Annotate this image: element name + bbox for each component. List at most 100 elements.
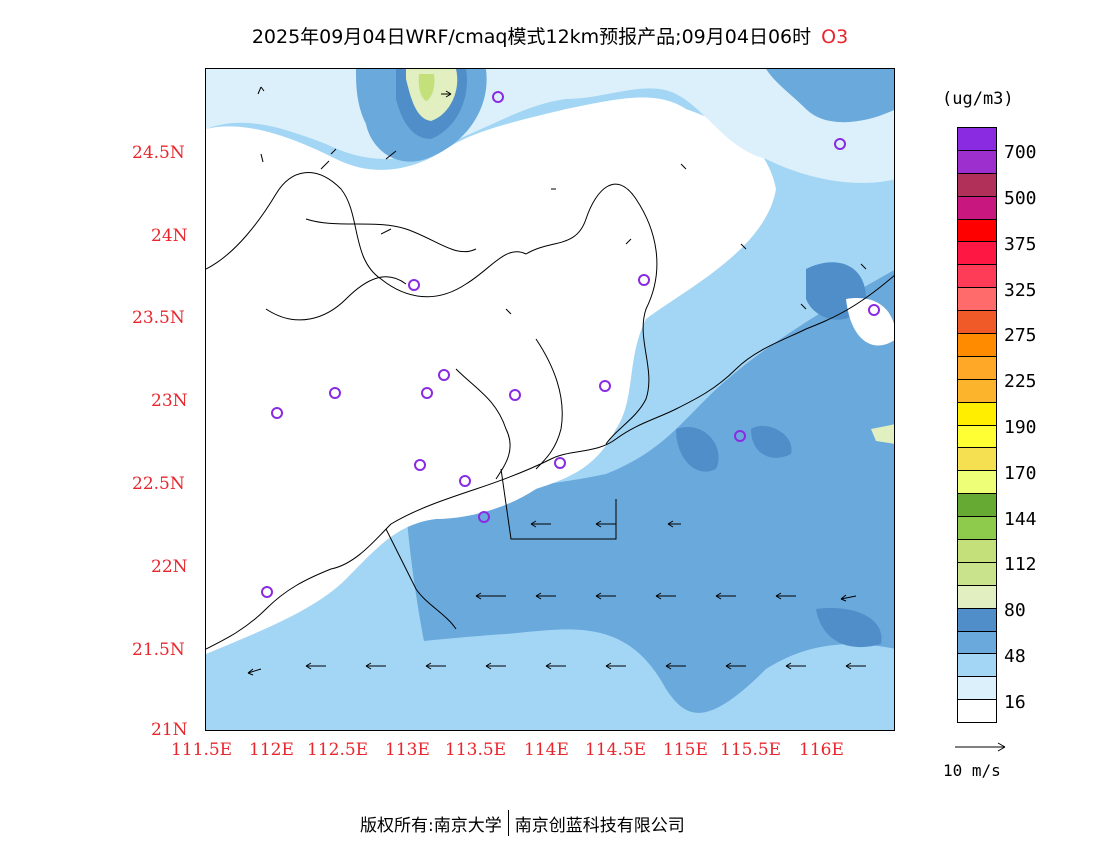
lat-label: 21N xyxy=(151,720,188,740)
color-scale-swatch xyxy=(958,654,996,678)
legend-tick: 170 xyxy=(1004,463,1037,484)
concentration-band-80 xyxy=(871,424,894,444)
legend-tick: 325 xyxy=(1004,280,1037,301)
color-scale-swatch xyxy=(958,448,996,472)
lon-label: 113E xyxy=(385,740,430,760)
concentration-band-48 xyxy=(766,69,894,123)
station-marker[interactable] xyxy=(408,279,420,291)
color-scale-swatch xyxy=(958,150,996,174)
color-scale-swatch xyxy=(958,334,996,357)
station-marker[interactable] xyxy=(599,380,611,392)
lon-label: 114E xyxy=(524,740,569,760)
station-marker[interactable] xyxy=(261,586,273,598)
color-scale-swatch xyxy=(958,242,996,266)
legend-tick: 16 xyxy=(1004,692,1026,713)
station-marker[interactable] xyxy=(492,91,504,103)
lon-label: 116E xyxy=(799,740,844,760)
color-scale-swatch xyxy=(958,471,996,495)
station-marker[interactable] xyxy=(554,457,566,469)
map-canvas xyxy=(206,69,894,730)
color-scale-swatch xyxy=(958,288,996,312)
color-scale-swatch xyxy=(958,562,996,586)
station-marker[interactable] xyxy=(421,387,433,399)
station-marker[interactable] xyxy=(329,387,341,399)
station-markers xyxy=(261,91,880,598)
legend-tick: 225 xyxy=(1004,371,1037,392)
lon-label: 114.5E xyxy=(585,740,647,760)
legend-tick: 144 xyxy=(1004,509,1037,530)
legend-tick: 80 xyxy=(1004,600,1026,621)
wind-reference-label: 10 m/s xyxy=(943,761,1001,780)
station-marker[interactable] xyxy=(834,138,846,150)
station-marker[interactable] xyxy=(414,459,426,471)
concentration-band-light xyxy=(206,629,894,730)
legend-tick: 190 xyxy=(1004,417,1037,438)
lat-label: 23.5N xyxy=(132,308,185,328)
color-scale-swatch xyxy=(958,494,996,518)
copyright-footer: 版权所有:南京大学 南京创蓝科技有限公司 xyxy=(360,810,685,836)
lon-label: 115.5E xyxy=(720,740,782,760)
legend-tick: 375 xyxy=(1004,234,1037,255)
color-scale-bar xyxy=(957,127,997,723)
station-marker[interactable] xyxy=(734,430,746,442)
lon-label: 113.5E xyxy=(445,740,507,760)
color-scale-swatch xyxy=(958,379,996,403)
concentration-band-dark xyxy=(751,425,792,458)
color-scale-swatch xyxy=(958,128,996,151)
legend-unit: (ug/m3) xyxy=(942,89,1014,109)
color-scale-swatch xyxy=(958,219,996,243)
color-scale-swatch xyxy=(958,540,996,563)
concentration-band-dark xyxy=(816,608,882,648)
station-marker[interactable] xyxy=(459,475,471,487)
map-title: 2025年09月04日WRF/cmaq模式12km预报产品;09月04日06时 O… xyxy=(0,22,1100,49)
concentration-band-48 xyxy=(406,270,894,730)
footer-divider xyxy=(507,810,509,836)
wind-vectors xyxy=(247,86,867,676)
station-marker[interactable] xyxy=(509,389,521,401)
lat-label: 22N xyxy=(151,557,188,577)
color-scale-swatch xyxy=(958,425,996,449)
legend-tick: 500 xyxy=(1004,188,1037,209)
color-scale-swatch xyxy=(958,173,996,197)
color-scale-swatch xyxy=(958,585,996,609)
lat-label: 24N xyxy=(151,226,188,246)
color-scale-swatch xyxy=(958,265,996,289)
station-marker[interactable] xyxy=(478,511,490,523)
pollutant-species: O3 xyxy=(821,26,849,48)
title-text: 2025年09月04日WRF/cmaq模式12km预报产品;09月04日06时 xyxy=(251,26,812,48)
legend-tick: 275 xyxy=(1004,325,1037,346)
lon-label: 112E xyxy=(249,740,294,760)
lon-label: 115E xyxy=(663,740,708,760)
lat-label: 23N xyxy=(151,391,188,411)
legend-tick: 112 xyxy=(1004,554,1037,575)
color-scale-swatch xyxy=(958,517,996,541)
copyright-company: 南京创蓝科技有限公司 xyxy=(514,815,685,836)
color-scale-swatch xyxy=(958,311,996,335)
lon-label: 112.5E xyxy=(307,740,369,760)
color-scale-swatch xyxy=(958,402,996,426)
concentration-band-112 xyxy=(418,74,435,101)
land-area xyxy=(846,298,894,346)
lat-label: 22.5N xyxy=(132,474,185,494)
station-marker[interactable] xyxy=(271,407,283,419)
boundary-lines xyxy=(206,172,894,650)
copyright-owner: 版权所有:南京大学 xyxy=(360,815,502,836)
color-scale-swatch xyxy=(958,677,996,701)
lat-label: 21.5N xyxy=(132,640,185,660)
color-scale-swatch xyxy=(958,196,996,220)
color-scale-swatch xyxy=(958,700,996,723)
wind-reference-arrow xyxy=(955,742,1006,752)
forecast-map[interactable] xyxy=(205,68,895,731)
legend-tick: 48 xyxy=(1004,646,1026,667)
land-area xyxy=(206,97,776,654)
color-scale-swatch xyxy=(958,608,996,632)
legend-tick: 700 xyxy=(1004,142,1037,163)
station-marker[interactable] xyxy=(868,304,880,316)
color-scale-swatch xyxy=(958,356,996,380)
lat-label: 24.5N xyxy=(132,143,185,163)
station-marker[interactable] xyxy=(438,369,450,381)
concentration-band-dark xyxy=(676,427,719,472)
color-scale-swatch xyxy=(958,631,996,655)
lon-label: 111.5E xyxy=(171,740,233,760)
station-marker[interactable] xyxy=(638,274,650,286)
